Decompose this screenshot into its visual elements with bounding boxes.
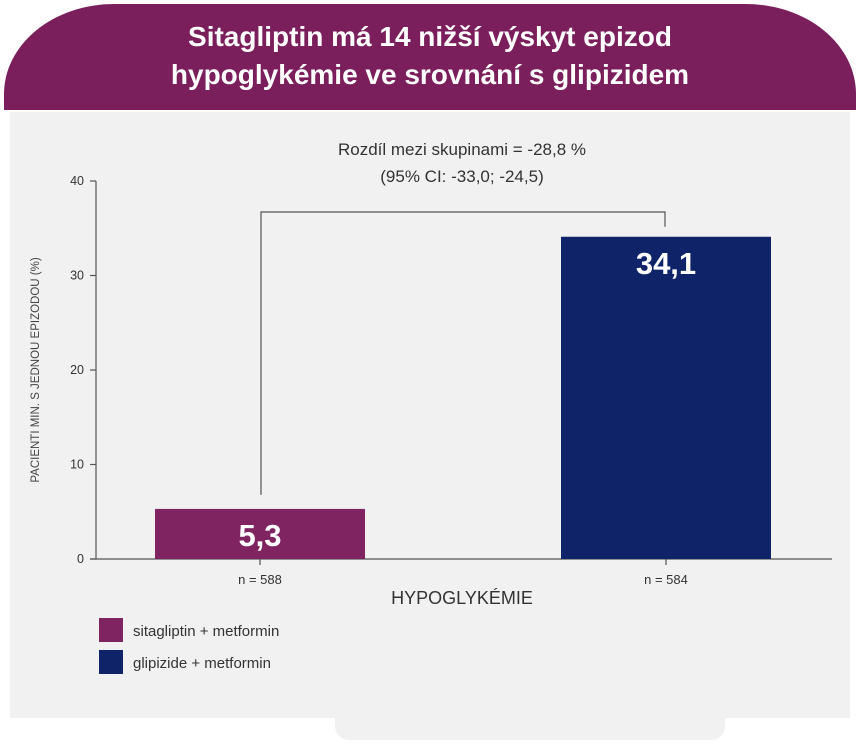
bar-2 <box>561 236 771 559</box>
title-banner: Sitagliptin má 14 nižší výskyt epizod hy… <box>4 4 856 110</box>
y-tick-label: 0 <box>77 552 84 566</box>
legend-swatch <box>99 618 123 642</box>
y-tick-label: 20 <box>70 363 84 377</box>
title-line-1: Sitagliptin má 14 nižší výskyt epizod <box>188 21 672 52</box>
bar-value-label: 34,1 <box>636 246 696 281</box>
y-tick-label: 30 <box>70 269 84 283</box>
y-tick-label: 10 <box>70 458 84 472</box>
y-axis-title: PACIENTI MIN. S JEDNOU EPIZODOU (%) <box>30 257 42 482</box>
legend-label: sitagliptin + metformin <box>133 623 279 640</box>
legend-label: glipizide + metformin <box>133 655 271 672</box>
bar-1 <box>155 508 365 559</box>
y-tick-label: 40 <box>70 174 84 188</box>
comparison-bracket <box>260 211 666 495</box>
title-line-2: hypoglykémie ve srovnání s glipizidem <box>170 59 690 90</box>
chart-title: Sitagliptin má 14 nižší výskyt epizod hy… <box>4 18 856 94</box>
n-label: n = 584 <box>644 572 688 587</box>
n-label: n = 588 <box>238 572 282 587</box>
annotation-line-1: Rozdíl mezi skupinami = -28,8 % <box>338 140 586 159</box>
chart-panel-tab <box>335 706 725 740</box>
x-axis-title: HYPOGLYKÉMIE <box>391 588 533 608</box>
bar-value-label: 5,3 <box>238 518 281 553</box>
legend-swatch <box>99 650 123 674</box>
annotation-line-2: (95% CI: -33,0; -24,5) <box>380 167 543 186</box>
